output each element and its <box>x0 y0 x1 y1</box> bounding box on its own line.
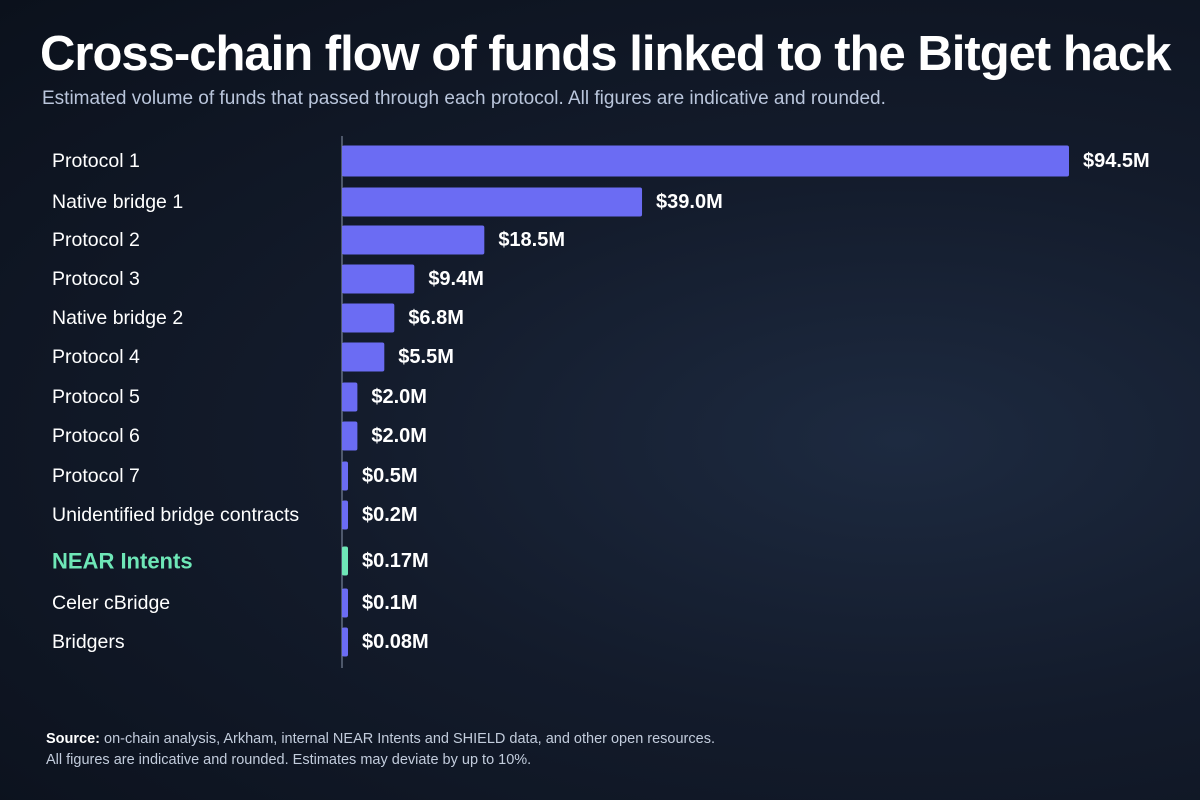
value-label: $18.5M <box>498 229 565 251</box>
bar <box>342 145 1069 177</box>
source-label: Source: <box>46 731 100 747</box>
bar <box>342 264 415 294</box>
value-label: $0.17M <box>362 550 429 572</box>
bar <box>342 342 385 372</box>
value-label: $39.0M <box>656 191 723 213</box>
category-label: Unidentified bridge contracts <box>52 504 299 526</box>
chart-subtitle: Estimated volume of funds that passed th… <box>42 88 886 109</box>
category-label: Native bridge 2 <box>52 307 183 329</box>
bar <box>342 461 348 491</box>
category-label: Protocol 6 <box>52 425 140 447</box>
footer: Source: on-chain analysis, Arkham, inter… <box>46 729 715 771</box>
bar <box>342 382 358 412</box>
value-label: $6.8M <box>408 307 464 329</box>
category-label: Protocol 7 <box>52 465 140 487</box>
category-label: Celer cBridge <box>52 592 170 614</box>
bar-highlight <box>342 546 348 576</box>
category-label: Protocol 4 <box>52 346 140 368</box>
bar <box>342 588 348 618</box>
category-label: Protocol 5 <box>52 386 140 408</box>
value-label: $5.5M <box>398 346 454 368</box>
category-label: Protocol 2 <box>52 229 140 251</box>
source-line: Source: on-chain analysis, Arkham, inter… <box>46 729 715 750</box>
value-label: $9.4M <box>428 268 484 290</box>
value-label: $94.5M <box>1083 150 1150 172</box>
footnote: All figures are indicative and rounded. … <box>46 752 532 768</box>
value-label: $0.08M <box>362 631 429 653</box>
category-label: Protocol 1 <box>52 150 140 172</box>
bar <box>342 303 395 333</box>
value-label: $0.2M <box>362 504 418 526</box>
category-label: Native bridge 1 <box>52 191 183 213</box>
source-text: on-chain analysis, Arkham, internal NEAR… <box>100 731 715 747</box>
category-label: Protocol 3 <box>52 268 140 290</box>
bar <box>342 627 348 657</box>
chart-title: Cross-chain flow of funds linked to the … <box>40 27 1172 81</box>
value-label: $2.0M <box>371 425 427 447</box>
value-label: $0.1M <box>362 592 418 614</box>
bar <box>342 421 358 451</box>
bar <box>342 500 348 530</box>
category-label: Bridgers <box>52 631 125 653</box>
bar <box>342 225 485 255</box>
category-label: NEAR Intents <box>52 549 193 574</box>
value-label: $2.0M <box>371 386 427 408</box>
value-label: $0.5M <box>362 465 418 487</box>
bar <box>342 187 643 217</box>
